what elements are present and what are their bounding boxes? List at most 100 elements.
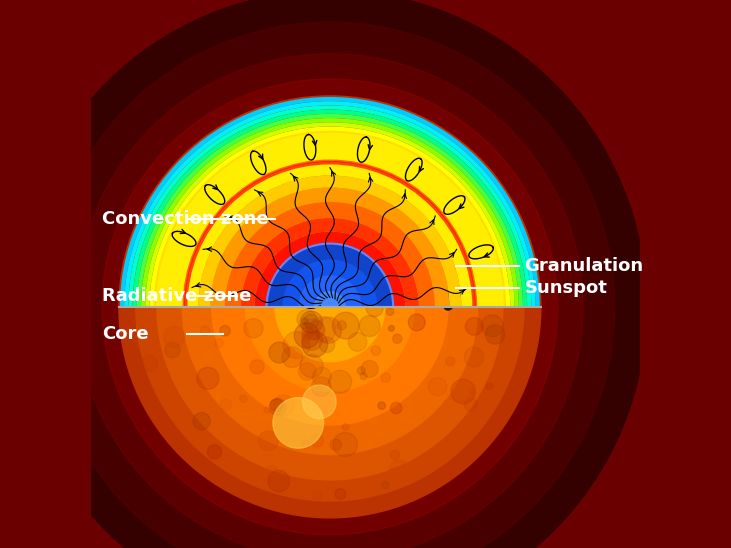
- Circle shape: [300, 311, 322, 333]
- Circle shape: [312, 367, 331, 386]
- Wedge shape: [155, 132, 505, 307]
- Wedge shape: [183, 160, 477, 307]
- Circle shape: [390, 450, 400, 460]
- Circle shape: [13, 0, 646, 548]
- Circle shape: [303, 385, 336, 419]
- Circle shape: [388, 326, 394, 332]
- Wedge shape: [124, 101, 536, 307]
- Wedge shape: [314, 291, 346, 307]
- Circle shape: [273, 395, 295, 416]
- Circle shape: [77, 54, 583, 548]
- Circle shape: [357, 367, 365, 374]
- Circle shape: [444, 301, 452, 310]
- Circle shape: [319, 337, 335, 352]
- Circle shape: [197, 367, 219, 390]
- Circle shape: [269, 342, 289, 363]
- Circle shape: [220, 326, 230, 336]
- Circle shape: [381, 373, 390, 383]
- Circle shape: [164, 327, 184, 347]
- Circle shape: [464, 347, 484, 367]
- Wedge shape: [120, 97, 539, 307]
- Circle shape: [264, 407, 270, 413]
- Circle shape: [304, 314, 319, 329]
- Circle shape: [360, 373, 367, 380]
- Circle shape: [298, 363, 316, 380]
- Circle shape: [446, 357, 455, 366]
- Circle shape: [246, 222, 414, 391]
- Circle shape: [393, 334, 402, 344]
- Wedge shape: [132, 110, 527, 307]
- Circle shape: [208, 445, 221, 459]
- Circle shape: [361, 361, 378, 378]
- Circle shape: [442, 291, 458, 308]
- Circle shape: [333, 432, 357, 456]
- Circle shape: [220, 399, 232, 410]
- Circle shape: [451, 288, 462, 299]
- Circle shape: [157, 134, 503, 480]
- Circle shape: [259, 431, 279, 450]
- Text: Granulation: Granulation: [524, 257, 643, 275]
- Circle shape: [382, 482, 389, 489]
- Circle shape: [302, 331, 311, 340]
- Circle shape: [313, 491, 322, 500]
- Wedge shape: [298, 275, 362, 307]
- Circle shape: [302, 327, 314, 339]
- Wedge shape: [186, 163, 474, 307]
- Wedge shape: [145, 122, 515, 307]
- Circle shape: [240, 395, 247, 402]
- Text: Convection zone: Convection zone: [102, 210, 269, 228]
- Circle shape: [391, 467, 398, 475]
- Circle shape: [283, 332, 310, 358]
- Circle shape: [315, 317, 341, 343]
- Circle shape: [164, 342, 180, 358]
- Circle shape: [329, 370, 352, 393]
- Circle shape: [330, 439, 341, 450]
- Wedge shape: [282, 259, 377, 307]
- Circle shape: [243, 318, 263, 338]
- Circle shape: [342, 424, 349, 430]
- Circle shape: [102, 79, 558, 535]
- Circle shape: [337, 321, 346, 330]
- Wedge shape: [150, 127, 510, 307]
- Text: Radiative zone: Radiative zone: [102, 287, 252, 305]
- Circle shape: [266, 465, 278, 477]
- Circle shape: [294, 323, 319, 348]
- Circle shape: [470, 390, 475, 395]
- Circle shape: [297, 310, 317, 329]
- Circle shape: [275, 252, 385, 362]
- Circle shape: [366, 300, 383, 317]
- Circle shape: [273, 398, 324, 448]
- Circle shape: [466, 317, 483, 335]
- Circle shape: [193, 413, 211, 430]
- Circle shape: [302, 332, 327, 357]
- Circle shape: [119, 96, 541, 518]
- Circle shape: [390, 402, 402, 414]
- Circle shape: [486, 383, 493, 390]
- Circle shape: [390, 460, 409, 480]
- Circle shape: [212, 189, 448, 425]
- Circle shape: [200, 326, 210, 336]
- Circle shape: [485, 325, 505, 344]
- Wedge shape: [141, 118, 519, 307]
- Circle shape: [409, 314, 425, 331]
- Circle shape: [214, 339, 224, 347]
- Text: Core: Core: [102, 326, 149, 343]
- Circle shape: [270, 399, 283, 412]
- Wedge shape: [129, 105, 531, 307]
- Circle shape: [45, 22, 615, 548]
- Wedge shape: [241, 218, 419, 307]
- Circle shape: [182, 159, 477, 454]
- Text: Sunspot: Sunspot: [524, 279, 607, 296]
- Circle shape: [348, 333, 367, 351]
- Circle shape: [335, 489, 346, 499]
- Circle shape: [135, 330, 154, 350]
- Wedge shape: [254, 232, 405, 307]
- Circle shape: [378, 402, 385, 409]
- Circle shape: [250, 359, 264, 374]
- Circle shape: [371, 346, 381, 355]
- Circle shape: [300, 355, 323, 378]
- Circle shape: [333, 312, 359, 339]
- Circle shape: [268, 470, 289, 492]
- Circle shape: [142, 356, 157, 372]
- Circle shape: [282, 347, 303, 368]
